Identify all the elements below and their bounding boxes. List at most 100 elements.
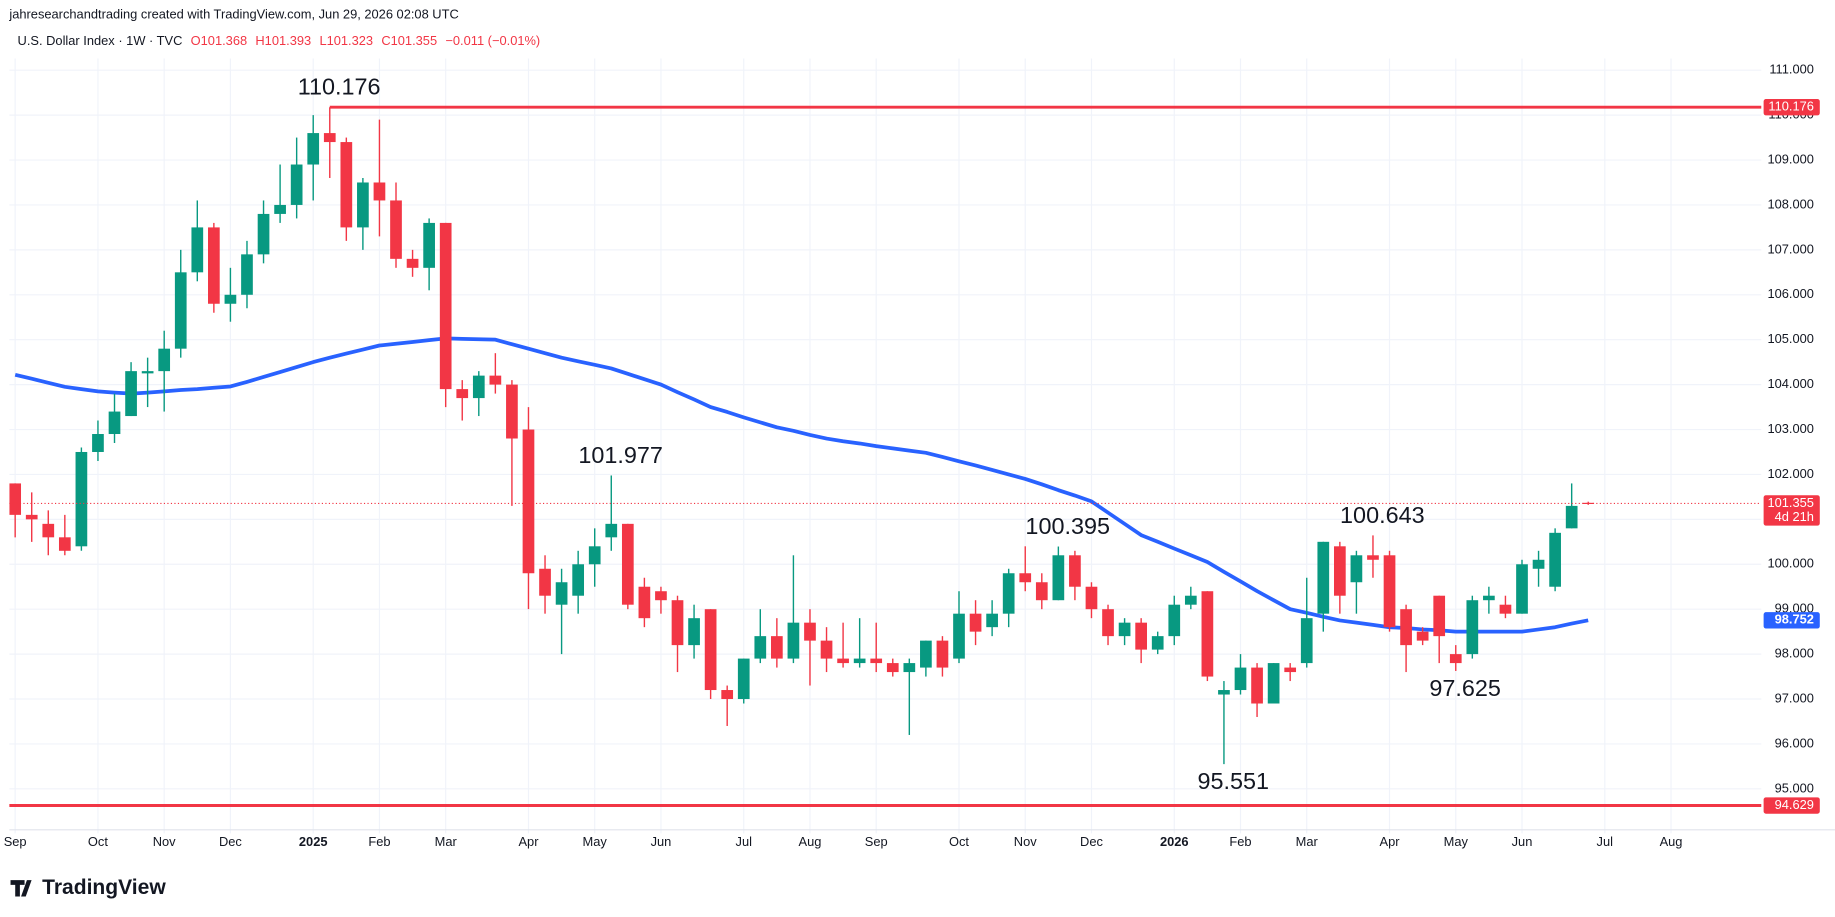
candle-body [787, 622, 800, 659]
candle [920, 640, 932, 677]
candle-body [158, 348, 171, 372]
candle [621, 523, 634, 610]
legend-symbol: U.S. Dollar Index · 1W · TVC [18, 34, 183, 49]
candle-body [771, 636, 783, 659]
candle [323, 107, 336, 178]
candle-body [390, 200, 402, 259]
y-tick-label: 102.000 [1767, 466, 1813, 481]
candle [522, 407, 535, 610]
x-tick-label: 2025 [299, 834, 328, 849]
x-tick-label: Feb [368, 834, 390, 849]
candle-body [25, 514, 38, 520]
level-label: 110.176 [1768, 99, 1814, 114]
candle [1201, 591, 1214, 682]
candle-body [886, 663, 899, 673]
candle-body [572, 564, 585, 596]
candle-body [754, 636, 767, 659]
candle [472, 371, 485, 417]
candle-body [704, 609, 717, 691]
candle [936, 636, 949, 677]
candle [406, 249, 419, 277]
candle [191, 200, 204, 282]
candle-body [555, 582, 568, 605]
candle [837, 622, 849, 668]
candle [787, 555, 800, 664]
legend-field: −0.011 (−0.01%) [445, 34, 540, 49]
candle [671, 595, 684, 673]
x-tick-label: May [583, 834, 608, 849]
candle-body [42, 523, 55, 538]
candle [704, 609, 717, 700]
y-tick-label: 95.000 [1775, 780, 1814, 795]
last-price-tag [1763, 495, 1820, 526]
candle [870, 622, 883, 673]
candle-body [1367, 555, 1379, 560]
candle-body [1035, 582, 1048, 601]
candle-body [125, 371, 137, 417]
annotation: 110.176 [298, 74, 381, 100]
x-tick-label: Apr [1380, 834, 1401, 849]
candle-body [1118, 622, 1131, 637]
candle [853, 618, 866, 668]
candle-body [737, 658, 750, 700]
legend-field: O101.368 [191, 34, 247, 49]
candle [1002, 568, 1015, 628]
level-tag [1763, 797, 1820, 814]
candle [1383, 550, 1396, 632]
candle [125, 362, 137, 417]
candle [390, 182, 402, 268]
candle [224, 267, 237, 322]
candle-body [936, 640, 949, 668]
candle-body [1466, 600, 1479, 655]
candle [572, 550, 585, 614]
candle-body [1350, 555, 1363, 583]
candle [1267, 663, 1280, 704]
candle-body [1449, 654, 1462, 664]
candle [771, 618, 783, 668]
candle [423, 218, 435, 291]
candle-body [1383, 555, 1396, 628]
level-label: 94.629 [1775, 797, 1814, 812]
candle-body [340, 142, 353, 228]
candle [886, 658, 899, 677]
candle-body [1549, 532, 1561, 587]
candle [506, 380, 518, 506]
candle-body [75, 451, 88, 547]
candle-body [257, 213, 270, 255]
candle [1483, 586, 1495, 614]
candle-body [208, 227, 220, 304]
candle-body [191, 227, 204, 273]
candle-body [1317, 541, 1330, 614]
x-tick-label: Jun [1512, 834, 1533, 849]
header: jahresearchandtrading created with Tradi… [8, 7, 458, 22]
candle-body [274, 204, 286, 214]
y-tick-label: 111.000 [1769, 62, 1814, 77]
candle [489, 353, 502, 394]
candle [1184, 586, 1197, 610]
candle [174, 249, 187, 358]
candle-body [1582, 502, 1595, 504]
candle [1168, 595, 1181, 646]
candle-body [638, 586, 651, 619]
y-tick-label: 105.000 [1767, 331, 1813, 346]
y-tick-label: 108.000 [1767, 196, 1813, 211]
y-tick-label: 103.000 [1767, 421, 1813, 436]
candle-body [1284, 667, 1297, 673]
candle [721, 685, 734, 726]
candle-body [671, 600, 684, 646]
candle [1549, 528, 1561, 592]
candle [804, 609, 816, 686]
candle [555, 568, 568, 655]
candle [1085, 582, 1098, 619]
candle-body [174, 272, 187, 349]
annotation: 100.643 [1340, 502, 1425, 528]
candle [1433, 595, 1446, 664]
x-tick-label: Sep [865, 834, 888, 849]
legend: U.S. Dollar Index · 1W · TVC O101.368 H1… [18, 34, 541, 49]
candle-body [1135, 622, 1148, 650]
y-tick-label: 98.000 [1775, 646, 1814, 661]
candle [141, 357, 154, 408]
last-price-label: 101.355 [1767, 495, 1813, 510]
candle [290, 137, 303, 219]
